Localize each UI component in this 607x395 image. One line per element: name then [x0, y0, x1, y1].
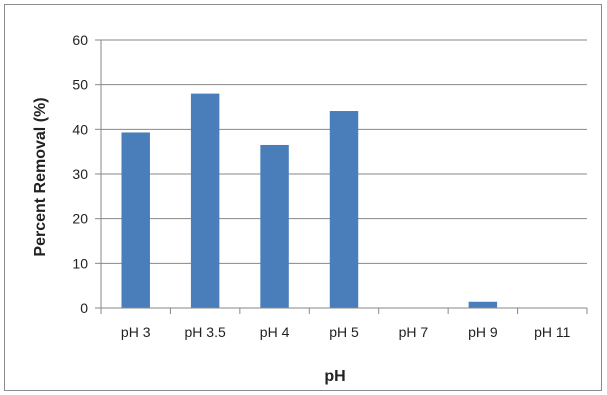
x-tick-label: pH 3.5: [185, 324, 226, 340]
y-tick-label: 0: [80, 300, 88, 316]
x-tick-label: pH 4: [260, 324, 290, 340]
y-tick-label: 20: [72, 211, 88, 227]
y-tick-label: 30: [72, 166, 88, 182]
bar-ph-4: [260, 144, 289, 308]
y-tick-label: 50: [72, 77, 88, 93]
y-tick-label: 60: [72, 32, 88, 48]
y-tick-label: 40: [72, 121, 88, 137]
x-axis-title: pH: [324, 368, 345, 385]
x-tick-labels: pH 3 pH 3.5 pH 4 pH 5 pH 7 pH 9 pH 11: [121, 324, 571, 340]
axes: [95, 39, 588, 314]
y-tick-label: 10: [72, 255, 88, 271]
x-tick-label: pH 11: [534, 324, 571, 340]
x-tick-label: pH 9: [468, 324, 498, 340]
x-tick-label: pH 3: [121, 324, 151, 340]
bar-ph-9: [468, 301, 498, 308]
gridlines: [101, 39, 587, 264]
y-axis-title: Percent Removal (%): [32, 97, 49, 256]
bar-ph-3-5: [190, 93, 220, 308]
chart-frame: [4, 4, 602, 391]
x-tick-label: pH 5: [329, 324, 359, 340]
y-tick-labels: 0 10 20 30 40 50 60: [72, 32, 88, 316]
bars: [121, 93, 498, 309]
bar-ph-3: [121, 132, 150, 308]
x-tick-label: pH 7: [399, 324, 429, 340]
bar-ph-5: [329, 111, 359, 309]
